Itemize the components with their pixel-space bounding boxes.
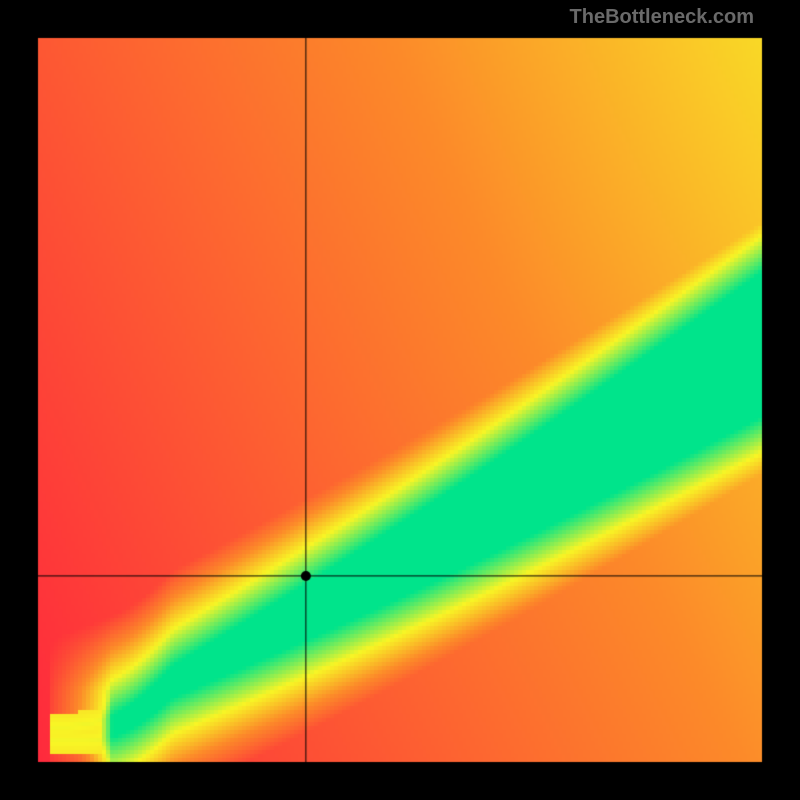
chart-container: TheBottleneck.com bbox=[0, 0, 800, 800]
watermark-title: TheBottleneck.com bbox=[570, 6, 754, 29]
heatmap-canvas bbox=[0, 0, 800, 800]
